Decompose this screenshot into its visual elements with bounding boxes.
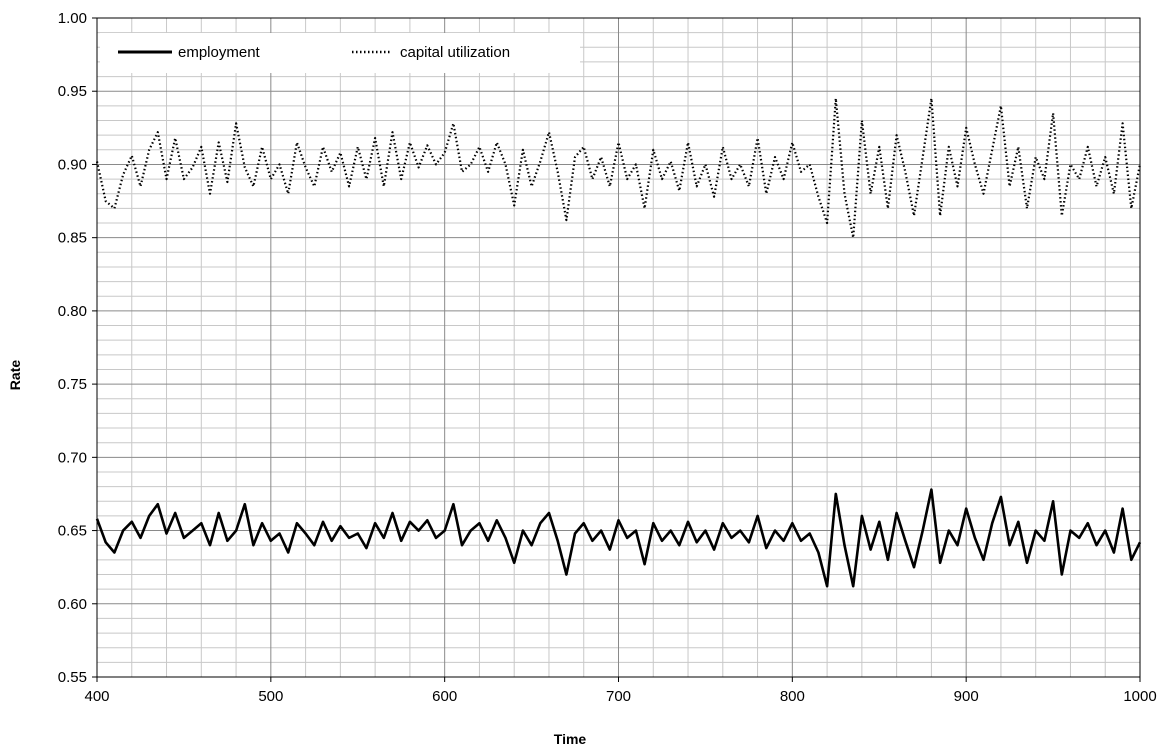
x-tick-label: 1000 (1123, 688, 1156, 705)
x-tick-label: 500 (258, 688, 283, 705)
y-tick-label: 0.95 (58, 83, 87, 100)
legend-label-capital-utilization: capital utilization (400, 44, 510, 61)
x-tick-label: 400 (84, 688, 109, 705)
x-tick-label: 600 (432, 688, 457, 705)
y-tick-label: 0.90 (58, 156, 87, 173)
y-tick-label: 0.80 (58, 303, 87, 320)
x-tick-label: 700 (606, 688, 631, 705)
axis-ticks: 400 500 600 700 800 900 1000 0.55 0.60 0.65 0.70 0.… (58, 10, 1157, 705)
y-tick-label: 0.85 (58, 230, 87, 247)
x-axis-title: Time (554, 731, 587, 747)
y-axis-title: Rate (7, 360, 23, 391)
y-tick-label: 0.70 (58, 449, 87, 466)
y-tick-label: 0.60 (58, 596, 87, 613)
y-tick-label: 0.75 (58, 376, 87, 393)
x-tick-label: 900 (954, 688, 979, 705)
y-tick-label: 0.65 (58, 523, 87, 540)
legend-label-employment: employment (178, 44, 261, 61)
series-layer (95, 97, 1142, 588)
x-tick-label: 800 (780, 688, 805, 705)
y-tick-label: 1.00 (58, 10, 87, 27)
y-tick-label: 0.55 (58, 669, 87, 686)
series-line-employment (95, 488, 1142, 588)
legend-box (100, 33, 580, 73)
legend: employment capital utilization (100, 33, 580, 73)
series-line-capital-utilization (95, 97, 1142, 239)
